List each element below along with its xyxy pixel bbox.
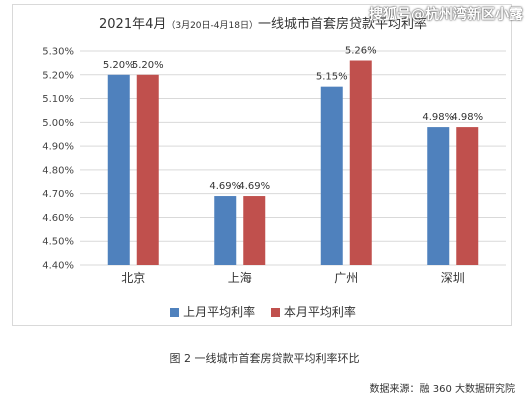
y-tick-label: 4.60% — [42, 213, 74, 224]
y-tick-label: 4.70% — [42, 189, 74, 200]
bar — [320, 86, 343, 266]
y-tick-label: 5.30% — [42, 47, 74, 58]
x-tick-label: 广州 — [334, 271, 358, 285]
chart-title: 2021年4月（3月20日-4月18日）一线城市首套房贷款平均利率 — [13, 13, 513, 32]
bar — [456, 127, 479, 265]
y-tick-label: 5.20% — [42, 70, 74, 81]
x-tick-label: 深圳 — [441, 271, 465, 285]
legend-label-this-month: 本月平均利率 — [283, 305, 356, 319]
y-tick-label: 4.50% — [42, 237, 74, 248]
bar — [243, 196, 266, 265]
data-label: 5.15% — [316, 72, 348, 83]
bar — [349, 60, 372, 266]
bar — [136, 74, 159, 266]
y-tick-label: 5.10% — [42, 94, 74, 105]
bar — [107, 74, 130, 266]
x-tick-label: 北京 — [121, 271, 145, 285]
chart-title-range: （3月20日-4月18日） — [166, 21, 258, 31]
chart-title-rest: 一线城市首套房贷款平均利率 — [257, 17, 427, 32]
y-tick-label: 4.90% — [42, 142, 74, 153]
watermark: 搜狐号@杭州湾新区小露 — [369, 7, 523, 23]
legend-label-last-month: 上月平均利率 — [183, 305, 256, 319]
legend-item-this-month: 本月平均利率 — [270, 303, 356, 320]
chart-frame: 2021年4月（3月20日-4月18日）一线城市首套房贷款平均利率 4.40% 4… — [12, 4, 512, 326]
legend: 上月平均利率 本月平均利率 — [13, 303, 513, 320]
data-label: 4.69% — [238, 181, 270, 192]
bar — [427, 127, 450, 265]
data-label: 4.98% — [422, 112, 454, 123]
bar-chart: 4.40% 4.50% 4.60% 4.70% 4.80% 4.90% 5.00% 5.10%… — [42, 46, 506, 285]
data-label: 5.26% — [345, 46, 377, 57]
legend-item-last-month: 上月平均利率 — [170, 303, 255, 320]
legend-swatch-last-month — [170, 308, 180, 317]
y-tick-label: 4.80% — [42, 165, 74, 176]
figure-caption: 图 2 一线城市首套房贷款平均利率环比 — [169, 352, 360, 365]
data-label: 5.20% — [103, 60, 135, 71]
y-tick-label: 5.00% — [42, 118, 74, 129]
y-tick-label: 4.40% — [42, 261, 74, 272]
x-tick-label: 上海 — [228, 270, 252, 285]
data-label: 4.69% — [209, 181, 241, 192]
bar — [214, 196, 237, 265]
data-label: 4.98% — [451, 112, 483, 123]
data-label: 5.20% — [132, 60, 164, 71]
data-source: 数据来源：融 360 大数据研究院 — [369, 384, 515, 395]
legend-swatch-this-month — [270, 308, 280, 317]
chart-title-main: 2021年4月 — [99, 17, 167, 32]
